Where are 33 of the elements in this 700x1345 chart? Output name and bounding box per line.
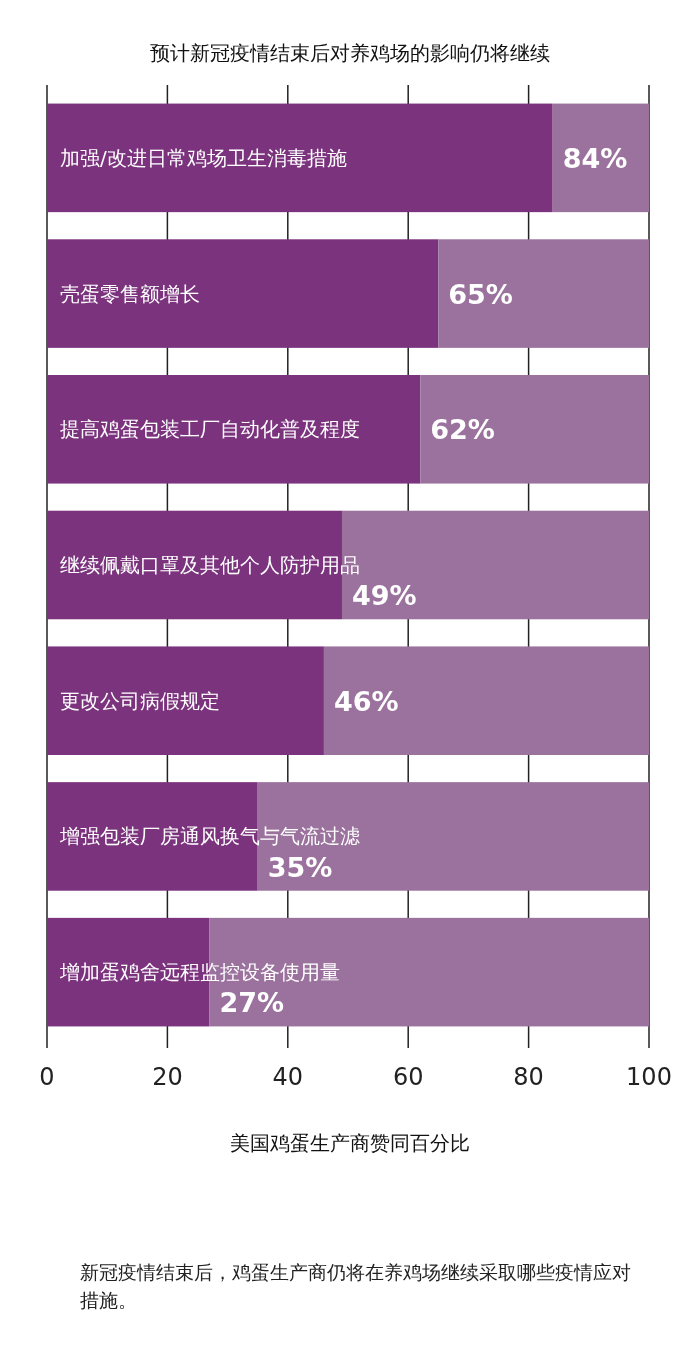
text: 新冠疫情结束后，鸡蛋生产商仍将在养鸡场继续采取哪些疫情应对措施。	[80, 1260, 632, 1313]
bar	[438, 239, 649, 348]
bar	[47, 103, 553, 213]
bar	[323, 646, 649, 755]
bar	[47, 239, 439, 348]
x-axis-title: 美国鸡蛋生产商赞同百分比	[230, 1131, 470, 1155]
y-tick-label: 继续佩戴口罩及其他个人防护用品	[60, 553, 360, 577]
y-tick-label: 壳蛋零售额增长	[60, 281, 200, 306]
x-tick-label: 20	[152, 1063, 183, 1091]
data-label: 35%	[267, 851, 333, 883]
bar	[420, 375, 649, 484]
y-tick-label: 提高鸡蛋包装工厂自动化普及程度	[60, 417, 360, 442]
data-label: 84%	[562, 142, 628, 174]
data-label: 46%	[333, 685, 399, 717]
y-tick-label: 增强包装厂房通风换气与气流过滤	[59, 824, 360, 849]
bar	[47, 646, 324, 755]
data-label: 49%	[351, 580, 417, 612]
x-tick-label: 40	[272, 1063, 304, 1091]
x-tick-label: 100	[626, 1063, 672, 1091]
bar	[47, 375, 421, 484]
data-label: 65%	[448, 278, 513, 310]
bar	[47, 510, 342, 620]
data-label: 62%	[430, 414, 495, 446]
bar	[552, 103, 649, 213]
bar	[341, 510, 649, 620]
chart-title: 预计新冠疫情结束后对养鸡场的影响仍将继续	[150, 41, 550, 65]
y-tick-label: 更改公司病假规定	[60, 688, 220, 713]
data-label: 27%	[219, 987, 285, 1019]
x-tick-label: 0	[39, 1063, 55, 1091]
x-tick-label: 80	[513, 1063, 544, 1091]
x-tick-label: 60	[392, 1063, 424, 1091]
y-tick-label: 加强/改进日常鸡场卫生消毒措施	[60, 145, 347, 170]
y-tick-label: 增加蛋鸡舍远程监控设备使用量	[59, 960, 340, 985]
